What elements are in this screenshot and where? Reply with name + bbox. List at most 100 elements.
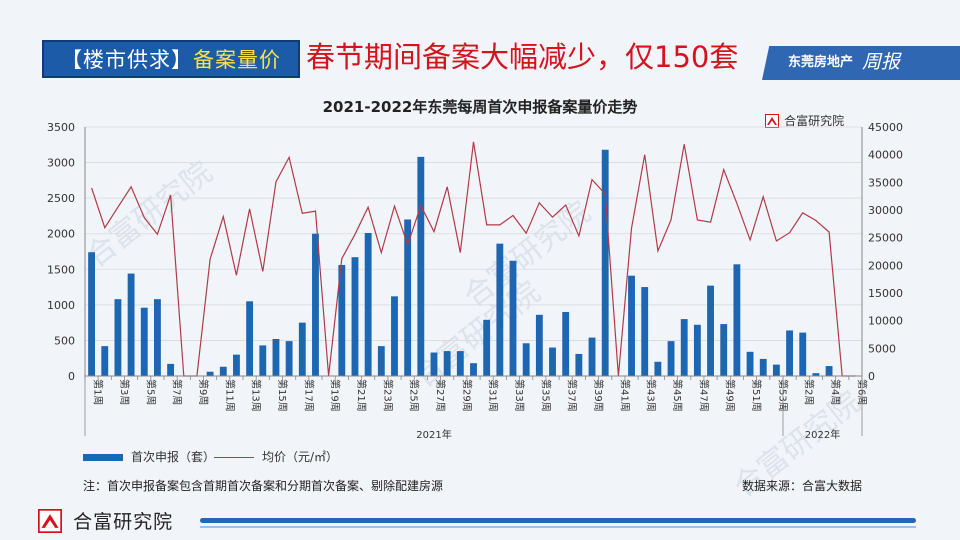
bar (641, 287, 649, 376)
y2-tick-label: 30000 (868, 204, 903, 217)
bar (535, 314, 543, 376)
x-tick-label: 第5周 (144, 379, 157, 405)
bar (298, 322, 306, 376)
legend-bar-label: 首次申报（套） (131, 450, 216, 464)
y-axis-right: 0 5000 10000 15000 20000 25000 30000 35000 40000… (868, 121, 903, 383)
x-tick-label: 第47周 (697, 379, 710, 412)
bar (127, 273, 135, 376)
bar (693, 324, 701, 376)
y2-tick-label: 15000 (868, 287, 903, 300)
bar (233, 354, 240, 376)
data-source: 数据来源：合富大数据 (742, 479, 863, 493)
bar (667, 341, 675, 376)
bar (219, 366, 227, 376)
bar (246, 301, 254, 376)
bar (759, 358, 767, 376)
bar (206, 371, 214, 376)
chart-logo-name: 合富研究院 (784, 114, 845, 128)
y-tick-label: 1000 (47, 299, 75, 312)
y2-tick-label: 10000 (868, 315, 903, 328)
bar (88, 252, 96, 376)
bar (496, 243, 504, 376)
x-tick-label: 第35周 (539, 379, 552, 412)
y-tick-label: 2500 (47, 192, 75, 205)
footer-bar (200, 518, 916, 523)
bar (272, 339, 280, 376)
x-tick-label: 第3周 (118, 379, 131, 405)
x-tick-label: 第17周 (302, 379, 315, 412)
x-tick-label: 第45周 (671, 379, 684, 412)
x-tick-label: 第37周 (566, 379, 579, 412)
chart-title: 2021-2022年东莞每周首次申报备案量价走势 (322, 98, 638, 116)
bar (601, 149, 609, 376)
chart-grid (85, 126, 862, 377)
headline: 春节期间备案大幅减少，仅150套 (306, 40, 739, 74)
x-axis-groups: 2021年 2022年 (84, 376, 863, 441)
bar (417, 156, 425, 376)
bar (338, 265, 346, 376)
bar (483, 319, 491, 376)
section-tag-highlight: 备案量价 (193, 48, 281, 72)
bar (351, 257, 359, 376)
x-tick-label: 第19周 (329, 379, 342, 412)
bar (154, 299, 161, 376)
legend-line-label: 均价（元/㎡） (262, 450, 339, 464)
y2-tick-label: 0 (868, 370, 875, 383)
bar (707, 285, 714, 376)
bar (312, 233, 319, 376)
x-axis: 第1周 第3周 第5周 第7周 第9周 第11周 第13周 第15周 第17周 第19周 第21周第… (84, 376, 868, 412)
bar (443, 351, 451, 376)
x-tick-label: 第31周 (487, 379, 500, 412)
x-tick-label: 第4周 (829, 379, 842, 405)
bar (404, 219, 412, 376)
x-tick-label: 第9周 (197, 379, 210, 405)
bar (101, 346, 109, 376)
section-tag-prefix: 【楼市供求】 (61, 48, 193, 72)
bar (522, 343, 530, 376)
x-tick-label: 第1周 (92, 379, 105, 405)
x-tick-label: 第39周 (592, 379, 605, 412)
x-tick-label: 第13周 (250, 379, 263, 412)
x-tick-label: 第51周 (750, 379, 763, 412)
bar (825, 366, 833, 376)
footnote: 注：首次申报备案包含首期首次备案和分期首次备案、剔除配建房源 (83, 479, 444, 493)
bar (772, 364, 780, 376)
bar (285, 341, 293, 376)
y-tick-label: 500 (54, 334, 75, 347)
x-tick-label: 第23周 (381, 379, 394, 412)
bar (680, 319, 688, 376)
bar (575, 353, 583, 376)
header: 【楼市供求】 备案量价 春节期间备案大幅减少，仅150套 东莞房地产 周报 (0, 0, 960, 90)
x-tick-label: 第27周 (434, 379, 447, 412)
x-tick-label: 第7周 (171, 379, 184, 405)
chart-axes (84, 127, 863, 377)
y-tick-label: 0 (68, 370, 75, 383)
x-group-label: 2022年 (805, 428, 840, 441)
section-tag: 【楼市供求】 备案量价 (42, 40, 300, 78)
bar (720, 324, 728, 376)
y2-tick-label: 20000 (868, 259, 903, 272)
x-tick-label: 第25周 (408, 379, 421, 412)
legend-line: 均价（元/㎡） (214, 448, 338, 465)
bar (140, 307, 148, 376)
bar (430, 352, 438, 376)
x-tick-label: 第11周 (223, 379, 236, 412)
x-tick-label: 第29周 (460, 379, 473, 412)
y-tick-label: 3500 (47, 121, 75, 134)
line-series (91, 141, 856, 377)
bar (549, 347, 556, 376)
x-tick-label: 第15周 (276, 379, 289, 412)
legend-line-swatch (214, 457, 254, 458)
bar (654, 361, 662, 376)
x-tick-label: 第33周 (513, 379, 526, 412)
footer-logo-name: 合富研究院 (73, 511, 174, 533)
x-tick-label: 第41周 (618, 379, 631, 412)
y2-tick-label: 40000 (868, 149, 903, 162)
y-tick-label: 1500 (47, 263, 75, 276)
bar (588, 337, 596, 376)
bar (799, 332, 807, 376)
bar (114, 299, 122, 376)
x-group-label: 2021年 (416, 428, 451, 441)
y-tick-label: 2000 (47, 228, 75, 241)
